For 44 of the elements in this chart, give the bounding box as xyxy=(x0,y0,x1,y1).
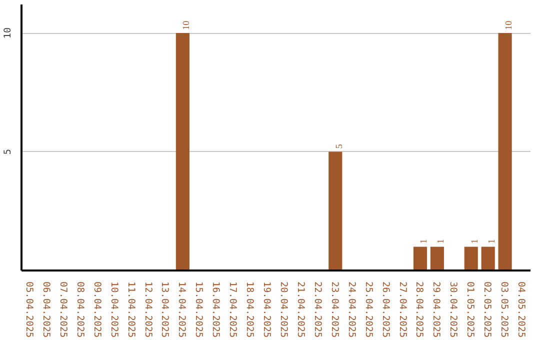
x-tick-label: 03.05.2025 xyxy=(498,282,510,338)
bar xyxy=(481,246,495,270)
x-tick-label: 21.04.2025 xyxy=(294,282,306,338)
x-tick-label: 06.04.2025 xyxy=(40,282,52,338)
data-label: 1 xyxy=(488,238,498,244)
x-tick-label: 25.04.2025 xyxy=(362,282,374,338)
x-tick-label: 22.04.2025 xyxy=(312,282,323,338)
x-tick-label: 24.04.2025 xyxy=(346,282,357,338)
x-tick-label: 18.04.2025 xyxy=(244,282,256,338)
data-label: 10 xyxy=(182,20,192,30)
x-tick-label: 15.04.2025 xyxy=(193,282,204,338)
x-tick-label: 20.04.2025 xyxy=(278,282,289,338)
data-label: 10 xyxy=(504,20,515,30)
x-tick-label: 17.04.2025 xyxy=(227,282,238,338)
x-tick-label: 30.04.2025 xyxy=(448,282,459,338)
bar xyxy=(464,246,478,270)
x-tick-label: 29.04.2025 xyxy=(430,282,442,338)
x-tick-label: 04.05.2025 xyxy=(516,282,527,338)
data-label: 1 xyxy=(436,238,447,244)
x-tick-label: 28.04.2025 xyxy=(414,282,425,338)
bar xyxy=(430,246,444,270)
x-tick-label: 09.04.2025 xyxy=(91,282,102,338)
x-tick-label: 12.04.2025 xyxy=(142,282,154,338)
x-tick-label: 11.04.2025 xyxy=(125,282,136,338)
x-tick-label: 27.04.2025 xyxy=(396,282,408,338)
x-tick-label: 02.05.2025 xyxy=(482,282,493,338)
x-tick-label: 23.04.2025 xyxy=(328,282,340,338)
x-tick-label: 07.04.2025 xyxy=(57,282,68,338)
bar xyxy=(176,33,190,270)
data-label: 5 xyxy=(334,144,345,149)
x-tick-label: 14.04.2025 xyxy=(176,282,188,338)
bar xyxy=(328,152,342,270)
x-tick-label: 16.04.2025 xyxy=(210,282,222,338)
bar xyxy=(413,246,428,270)
x-tick-label: 13.04.2025 xyxy=(159,282,170,338)
x-tick-label: 19.04.2025 xyxy=(261,282,272,338)
data-label: 1 xyxy=(420,238,430,244)
data-label: 1 xyxy=(470,238,481,244)
x-tick-label: 10.04.2025 xyxy=(108,282,120,338)
x-tick-label: 08.04.2025 xyxy=(74,282,86,338)
bar xyxy=(498,33,512,270)
x-tick-label: 01.05.2025 xyxy=(464,282,476,338)
x-tick-label: 26.04.2025 xyxy=(380,282,391,338)
x-tick-label: 05.04.2025 xyxy=(23,282,34,338)
